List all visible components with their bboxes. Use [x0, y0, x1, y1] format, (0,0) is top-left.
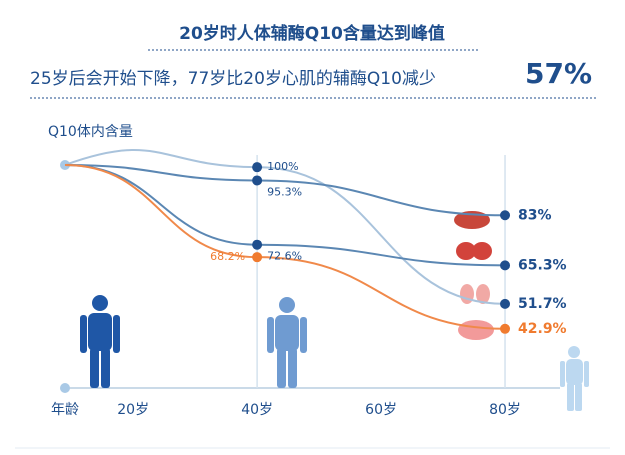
series-line [257, 179, 506, 217]
series-line [257, 166, 506, 305]
human-figure-2 [267, 297, 307, 388]
lead-in-curve [64, 164, 258, 246]
lead-in-curve [64, 148, 258, 169]
data-point [252, 162, 263, 173]
value-label: 72.6% [267, 250, 302, 263]
data-point [252, 175, 263, 186]
series-line [257, 256, 506, 330]
data-point [252, 239, 263, 250]
x-tick-label: 80岁 [489, 402, 521, 418]
highlight: 57% [525, 57, 592, 90]
x-tick-label: 20岁 [117, 402, 149, 418]
y-axis-label: Q10体内含量 [48, 124, 133, 140]
value-label: 51.7% [518, 296, 567, 312]
human-figure-3 [560, 346, 589, 411]
chart-title: 20岁时人体辅酶Q10含量达到峰值 [179, 23, 445, 44]
data-point [252, 252, 263, 263]
axis-origin [60, 383, 70, 393]
value-label: 42.9% [518, 321, 567, 337]
lead-in-curve [64, 164, 258, 259]
value-label: 100% [267, 160, 298, 173]
x-tick-label: 60岁 [365, 402, 397, 418]
value-label: 65.3% [518, 257, 567, 273]
subtitle: 25岁后会开始下降，77岁比20岁心肌的辅酶Q10减少 [30, 69, 436, 89]
lead-in-curve [64, 164, 258, 182]
data-point [500, 323, 511, 334]
data-point [500, 298, 511, 309]
data-point [500, 260, 511, 271]
human-figure-1 [80, 295, 120, 388]
data-point [500, 210, 511, 221]
organ-icons [454, 211, 494, 340]
value-label: 83% [518, 207, 552, 223]
series-line [257, 243, 506, 267]
value-label: 95.3% [267, 185, 302, 198]
x-axis-label: 年龄 [51, 402, 79, 418]
value-label: 68.2% [210, 250, 245, 263]
x-tick-label: 40岁 [241, 402, 273, 418]
